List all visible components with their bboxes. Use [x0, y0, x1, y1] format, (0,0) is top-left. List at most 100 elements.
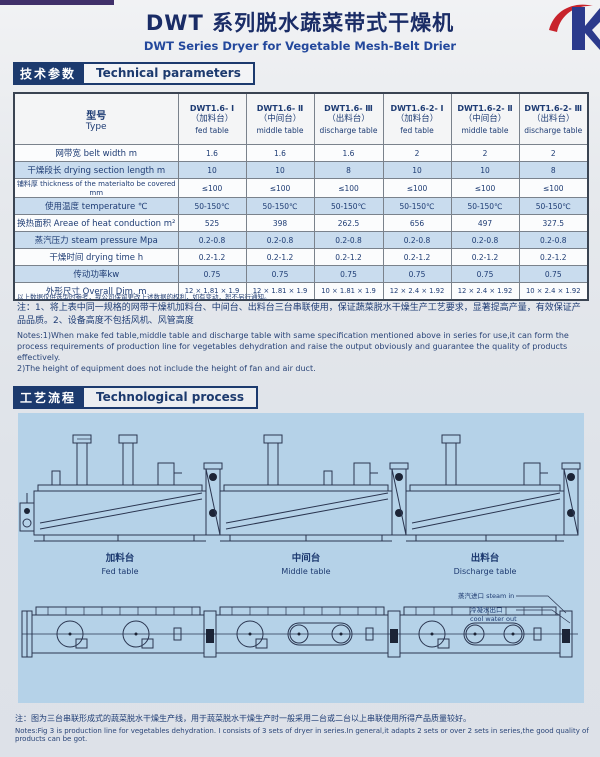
- notes-english-1: Notes:1)When make fed table,middle table…: [17, 331, 569, 362]
- spec-cell: 50-150℃: [177, 197, 247, 215]
- chimney-icon: [118, 434, 138, 486]
- spec-cell: 0.2-0.8: [313, 231, 384, 249]
- spec-cell: ≤100: [382, 178, 452, 198]
- col-header-model-4: DWT1.6-2- Ⅰ （加料台） fed table: [382, 92, 452, 145]
- spec-cell: 50-150℃: [313, 197, 384, 215]
- fine-print-note: 以上数据仅供选型时参考，我公司保留更改上述数据的权利，如有变动，恕不另行通知。: [17, 293, 271, 301]
- steam-in-leader-line: [516, 595, 567, 614]
- spec-cell: 10: [450, 161, 520, 179]
- table-row-material-thickness: 铺料厚 thickness of the materialto be cover…: [13, 178, 589, 198]
- transfer-tower: [561, 462, 581, 536]
- water-out-leader-line: [516, 609, 571, 624]
- table-row-drive-power: 传动功率kw 0.75 0.75 0.75 0.75 0.75 0.75: [13, 265, 589, 283]
- spec-cell: 0.75: [245, 265, 315, 283]
- water-out-label-cn: 冷凝水出口: [470, 605, 503, 614]
- spec-cell: 1.6: [245, 144, 315, 162]
- chimney-icon: [263, 434, 283, 486]
- table-row-overall-dim: 外形尺寸 Overall Dim. m 12 × 1.81 × 1.9 12 ×…: [13, 282, 589, 301]
- row-label: 网带宽 belt width m: [13, 144, 179, 162]
- spec-cell: 2: [450, 144, 520, 162]
- row-label: 外形尺寸 Overall Dim. m: [13, 282, 179, 301]
- col-header-model-6: DWT1.6-2- Ⅲ （出料台） discharge table: [518, 92, 589, 145]
- top-view-junction: [559, 610, 573, 658]
- page-title: DWT 系列脱水蔬菜带式干燥机: [145, 11, 455, 35]
- spec-cell: 262.5: [313, 214, 384, 232]
- spec-cell: 12 × 2.4 × 1.92: [382, 282, 452, 301]
- col-header-type: 型号 Type: [13, 92, 179, 145]
- row-label: 使用温度 temperature ℃: [13, 197, 179, 215]
- spec-cell: 327.5: [518, 214, 589, 232]
- spec-cell: 0.75: [313, 265, 384, 283]
- spec-cell: 10 × 1.81 × 1.9: [313, 282, 384, 301]
- spec-cell: 50-150℃: [382, 197, 452, 215]
- logo-blue-leg: [585, 8, 600, 50]
- middle-table-label-cn: 中间台: [292, 552, 321, 564]
- col-header-model-2: DWT1.6- Ⅱ （中间台） middle table: [245, 92, 315, 145]
- spec-cell: 0.2-1.2: [382, 248, 452, 266]
- notes-english-2: 2)The height of equipment does not inclu…: [17, 364, 316, 373]
- footer-note-english: Notes:Fig 3 is production line for veget…: [15, 727, 589, 743]
- spec-cell: 1.6: [177, 144, 247, 162]
- col-header-model-1: DWT1.6- Ⅰ （加料台） fed table: [177, 92, 247, 145]
- table-row-steam-pressure: 蒸汽压力 steam pressure Mpa 0.2-0.8 0.2-0.8 …: [13, 231, 589, 249]
- top-view-unit: [31, 606, 205, 654]
- row-label: 传动功率kw: [13, 265, 179, 283]
- spec-cell: 525: [177, 214, 247, 232]
- discharge-table-unit: [405, 434, 565, 542]
- pipe-stub: [323, 470, 333, 486]
- company-logo-icon: [549, 4, 600, 50]
- discharge-table-label-en: Discharge table: [454, 567, 517, 576]
- section-technical-label-cn: 技术参数: [13, 62, 84, 85]
- title-block: DWT 系列脱水蔬菜带式干燥机 DWT Series Dryer for Veg…: [0, 7, 600, 53]
- table-row-heat-conduction: 换热面积 Areae of heat conduction m² 525 398…: [13, 214, 589, 232]
- chimney-icon: [72, 434, 92, 486]
- spec-cell: 0.75: [450, 265, 520, 283]
- table-row-temperature: 使用温度 temperature ℃ 50-150℃ 50-150℃ 50-15…: [13, 197, 589, 215]
- spec-cell: 0.2-0.8: [450, 231, 520, 249]
- spec-cell: 2: [518, 144, 589, 162]
- middle-table-unit: [219, 434, 393, 542]
- spec-cell: 398: [245, 214, 315, 232]
- spec-cell: ≤100: [313, 178, 384, 198]
- row-label: 换热面积 Areae of heat conduction m²: [13, 214, 179, 232]
- spec-cell: 50-150℃: [245, 197, 315, 215]
- footer-note-chinese: 注：图为三台串联形成式的蔬菜脱水干燥生产线，用于蔬菜脱水干燥生产时一般采用二台或…: [15, 714, 471, 723]
- transfer-tower: [389, 462, 409, 536]
- top-view-diagram: 蒸汽进口 steam in 冷凝水出口 cool water out: [21, 591, 578, 658]
- spec-table: 型号 Type DWT1.6- Ⅰ （加料台） fed table DWT1.6…: [13, 92, 589, 301]
- spec-cell: 10: [245, 161, 315, 179]
- col-header-model-5: DWT1.6-2- Ⅱ （中间台） middle table: [450, 92, 520, 145]
- top-view-unit: [215, 606, 389, 654]
- spec-table-header-row: 型号 Type DWT1.6- Ⅰ （加料台） fed table DWT1.6…: [13, 92, 589, 145]
- dryer-side-view-drawing: [19, 434, 581, 542]
- spec-cell: 0.2-1.2: [450, 248, 520, 266]
- logo-red-swoosh: [549, 4, 593, 32]
- row-label: 蒸汽压力 steam pressure Mpa: [13, 231, 179, 249]
- vent-box: [157, 462, 182, 486]
- spec-cell: 10 × 2.4 × 1.92: [518, 282, 589, 301]
- section-process-label-en: Technological process: [82, 386, 259, 409]
- spec-cell: 8: [518, 161, 589, 179]
- section-header-technical: 技术参数 Technical parameters: [13, 62, 255, 85]
- transfer-tower: [203, 462, 223, 536]
- fed-table-label-en: Fed table: [102, 567, 139, 576]
- pipe-stub: [51, 470, 61, 486]
- spec-cell: ≤100: [518, 178, 589, 198]
- spec-cell: 0.2-0.8: [518, 231, 589, 249]
- spec-cell: 0.2-0.8: [245, 231, 315, 249]
- steam-in-label: 蒸汽进口 steam in: [458, 591, 514, 600]
- spec-cell: ≤100: [245, 178, 315, 198]
- side-view-diagram: 加料台 Fed table 中间台 Middle table 出料台 Disch…: [19, 434, 581, 576]
- spec-cell: 2: [382, 144, 452, 162]
- top-accent-bar: [0, 0, 114, 5]
- dryer-top-view-drawing: [21, 595, 578, 658]
- spec-cell: 50-150℃: [518, 197, 589, 215]
- spec-cell: 0.2-1.2: [177, 248, 247, 266]
- spec-cell: 0.75: [382, 265, 452, 283]
- logo-blue-bar: [572, 7, 585, 50]
- middle-table-label-en: Middle table: [281, 567, 330, 576]
- fed-table-label-cn: 加料台: [105, 552, 135, 564]
- discharge-table-label-cn: 出料台: [471, 552, 500, 564]
- spec-cell: 497: [450, 214, 520, 232]
